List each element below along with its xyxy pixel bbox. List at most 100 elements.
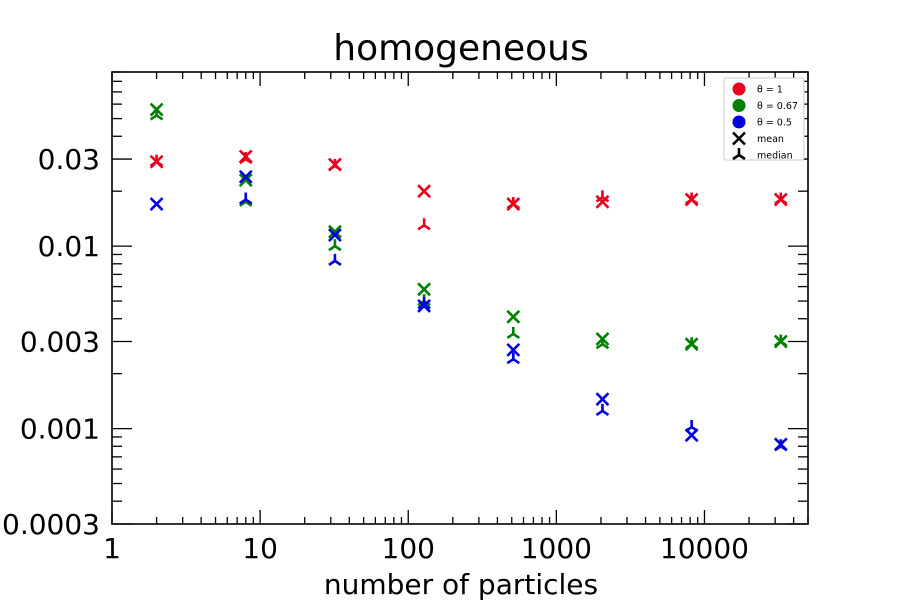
x-tick-label: 10	[242, 532, 278, 565]
y-tick-label: 0.03	[38, 143, 100, 176]
median-point	[239, 192, 253, 205]
marker-stroke	[512, 332, 521, 340]
legend-label: mean	[757, 134, 784, 145]
x-tick-label: 100	[382, 532, 435, 565]
plot-area: 1 10 100 1000 10000 0.0003 0.001 0.003 0.01 0.03 θ…	[2, 71, 809, 565]
marker-stroke	[149, 197, 164, 211]
mean-point	[149, 102, 164, 117]
marker-stroke	[328, 157, 342, 172]
legend-label: θ = 1	[757, 85, 783, 96]
marker-stroke	[595, 194, 610, 209]
y-tick-label: 0.01	[38, 230, 100, 263]
marker-stroke	[417, 184, 432, 199]
legend-swatch	[732, 115, 746, 129]
marker-stroke	[601, 409, 610, 416]
mean-point	[238, 149, 253, 164]
marker-stroke	[684, 337, 699, 352]
mean-point	[773, 437, 788, 452]
mean-point	[684, 192, 699, 207]
mean-point	[506, 309, 521, 324]
mean-point	[328, 224, 342, 239]
marker-stroke	[423, 224, 431, 231]
marker-stroke	[773, 334, 788, 349]
y-tick-label: 0.0003	[2, 508, 100, 541]
y-tick-label: 0.001	[20, 413, 100, 446]
marker-stroke	[155, 114, 164, 121]
median-point	[506, 352, 521, 365]
series-2	[149, 169, 788, 452]
marker-stroke	[239, 200, 247, 207]
marker-stroke	[595, 332, 610, 346]
mean-point	[684, 337, 699, 352]
mean-point	[773, 192, 788, 207]
mean-point	[773, 334, 788, 349]
mean-point	[238, 169, 253, 184]
marker-stroke	[328, 245, 336, 252]
marker-stroke	[238, 173, 253, 188]
marker-stroke	[238, 149, 253, 164]
legend-swatch	[732, 82, 746, 96]
legend-box	[723, 77, 805, 161]
legend-label: θ = 0.67	[757, 101, 798, 112]
marker-stroke	[149, 154, 164, 169]
median-point	[328, 239, 342, 252]
marker-stroke	[773, 192, 788, 207]
legend-swatch	[732, 99, 746, 112]
marker-stroke	[512, 358, 521, 365]
marker-stroke	[417, 224, 425, 231]
marker-stroke	[595, 409, 604, 416]
mean-point	[328, 228, 342, 242]
marker-stroke	[417, 299, 432, 313]
marker-stroke	[328, 259, 336, 266]
marker-stroke	[245, 200, 253, 207]
marker-stroke	[773, 437, 788, 452]
marker-stroke	[595, 392, 610, 407]
marker-stroke	[334, 259, 342, 266]
median-point	[506, 326, 521, 340]
x-tick-label: 1000	[521, 532, 592, 565]
median-point	[595, 403, 610, 416]
marker-stroke	[601, 343, 610, 350]
x-axis-label: number of particles	[324, 568, 598, 600]
marker-stroke	[506, 332, 515, 340]
marker-stroke	[238, 169, 253, 184]
marker-stroke	[334, 245, 342, 252]
marker-stroke	[417, 282, 432, 297]
chart-title: homogeneous	[333, 28, 589, 69]
marker-stroke	[506, 358, 515, 365]
median-point	[417, 218, 431, 231]
series-0	[149, 149, 788, 231]
mean-point	[149, 197, 164, 211]
legend-label: θ = 0.5	[757, 118, 792, 129]
marker-stroke	[149, 102, 164, 117]
plot-frame	[111, 71, 809, 525]
mean-point	[417, 299, 432, 313]
mean-point	[328, 157, 342, 172]
series-1	[149, 102, 788, 352]
mean-point	[238, 173, 253, 188]
mean-point	[149, 154, 164, 169]
legend-mean-icon	[732, 131, 746, 146]
marker-stroke	[245, 198, 253, 205]
x-tick-label: 1	[103, 532, 121, 565]
mean-point	[417, 282, 432, 297]
legend: θ = 1 θ = 0.67 θ = 0.5 mean median	[723, 77, 805, 162]
marker-stroke	[595, 343, 604, 350]
legend-label: median	[757, 151, 793, 162]
median-point	[328, 253, 342, 266]
marker-stroke	[732, 153, 740, 161]
marker-stroke	[732, 131, 746, 146]
legend-median-icon	[732, 148, 746, 161]
mean-point	[595, 332, 610, 346]
mean-point	[417, 184, 432, 199]
marker-stroke	[506, 342, 521, 357]
marker-stroke	[328, 224, 342, 239]
mean-point	[506, 197, 521, 211]
mean-point	[595, 392, 610, 407]
marker-stroke	[328, 228, 342, 242]
mean-point	[684, 428, 699, 443]
marker-stroke	[149, 114, 158, 121]
marker-stroke	[506, 309, 521, 324]
